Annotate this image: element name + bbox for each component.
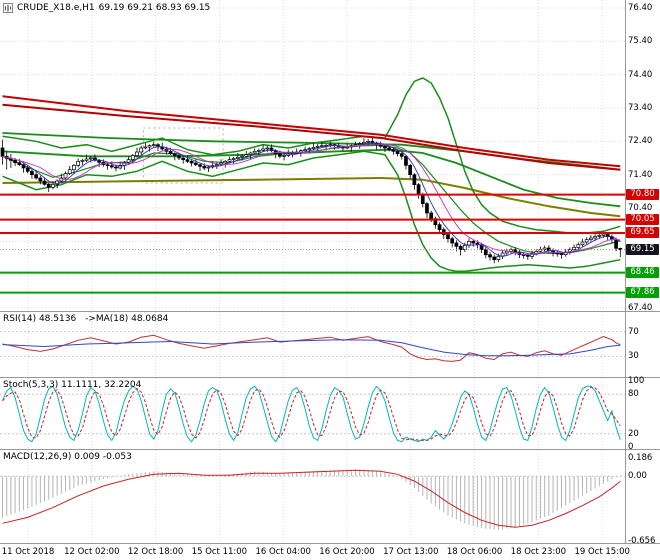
stoch-indicator-label: Stoch(5,3,3) 11.1111, 32.2204 xyxy=(3,380,142,390)
chart-title: CRUDE_X18.e,H1 69.19 69.21 68.93 69.15 xyxy=(3,3,210,13)
rsi-ma-label-text: ->MA(18) 48.0684 xyxy=(85,314,169,324)
rsi-indicator-label: RSI(14) 48.5136 ->MA(18) 48.0684 xyxy=(3,314,168,324)
chart-icon xyxy=(3,3,13,13)
chart-symbol-timeframe: CRUDE_X18.e,H1 xyxy=(17,3,95,13)
chart-ohlc-values: 69.19 69.21 68.93 69.15 xyxy=(98,3,211,13)
macd-indicator-label: MACD(12,26,9) 0.009 -0.053 xyxy=(3,452,132,462)
rsi-label-text: RSI(14) 48.5136 xyxy=(3,314,77,324)
